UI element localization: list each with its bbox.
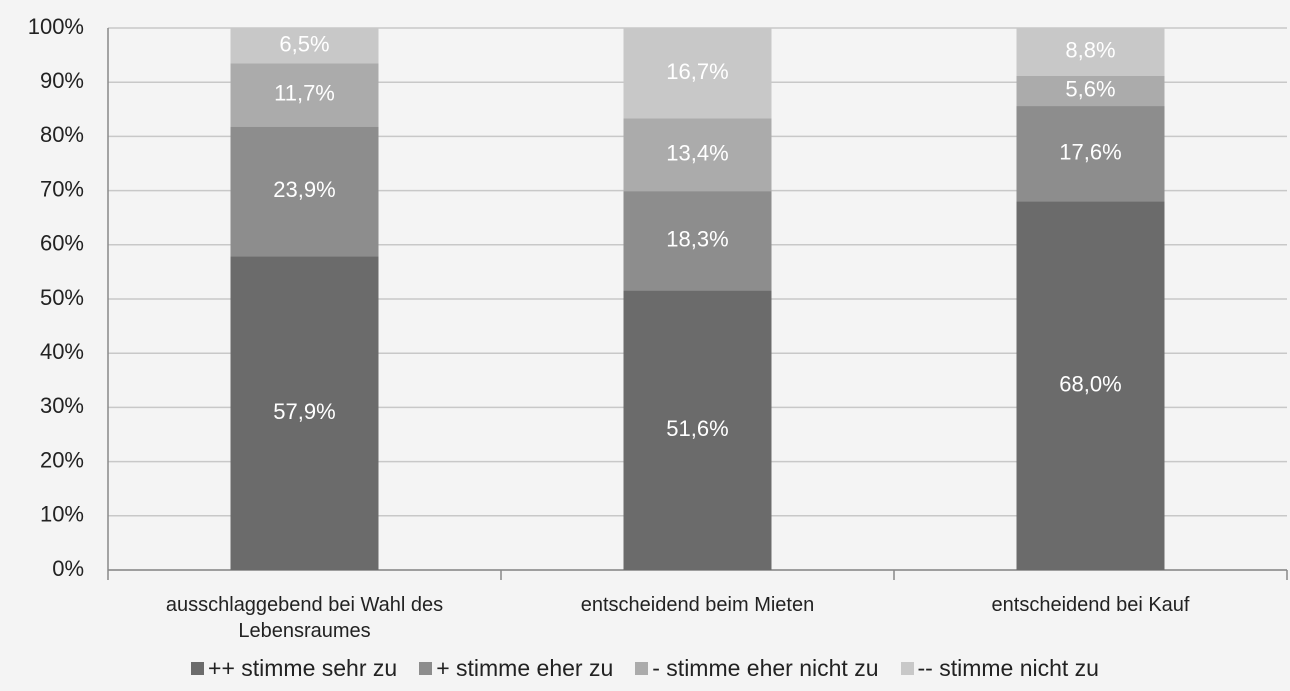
y-tick-label: 10% xyxy=(40,502,84,527)
bar-segment xyxy=(623,191,772,291)
data-label: 5,6% xyxy=(1065,77,1115,102)
legend-item: -- stimme nicht zu xyxy=(900,655,1099,682)
legend-swatch xyxy=(635,662,649,675)
legend-item: + stimme eher zu xyxy=(419,655,613,682)
bar-segment xyxy=(230,256,379,570)
bar-segment xyxy=(623,290,772,570)
data-label: 23,9% xyxy=(273,177,335,202)
legend-swatch xyxy=(900,662,914,675)
y-tick-label: 50% xyxy=(40,285,84,310)
y-tick-label: 70% xyxy=(40,176,84,201)
bar-segment xyxy=(1016,106,1165,202)
data-label: 68,0% xyxy=(1059,372,1121,397)
y-tick-label: 60% xyxy=(40,231,84,256)
data-label: 8,8% xyxy=(1065,38,1115,63)
y-tick-label: 80% xyxy=(40,122,84,147)
legend-label: -- stimme nicht zu xyxy=(917,655,1099,681)
y-tick-label: 30% xyxy=(40,393,84,418)
data-label: 13,4% xyxy=(666,141,728,166)
data-label: 17,6% xyxy=(1059,140,1121,165)
legend-swatch xyxy=(191,662,205,675)
legend-swatch xyxy=(419,662,433,675)
bar-segment xyxy=(230,63,379,127)
legend: ++ stimme sehr zu + stimme eher zu - stimm… xyxy=(0,655,1290,682)
data-label: 18,3% xyxy=(666,227,728,252)
y-tick-label: 0% xyxy=(52,556,84,581)
legend-label: ++ stimme sehr zu xyxy=(208,655,398,681)
legend-item: - stimme eher nicht zu xyxy=(635,655,879,682)
bar-segment xyxy=(1016,75,1165,107)
x-tick-label: entscheidend beim Mieten xyxy=(580,594,815,616)
y-tick-label: 90% xyxy=(40,68,84,93)
data-label: 51,6% xyxy=(666,416,728,441)
bar-segment xyxy=(623,28,772,119)
data-label: 16,7% xyxy=(666,59,728,84)
y-tick-label: 40% xyxy=(40,339,84,364)
bar-segment xyxy=(230,28,379,64)
data-label: 6,5% xyxy=(279,31,329,56)
bar-segment xyxy=(1016,201,1165,570)
bar-segment xyxy=(230,126,379,257)
data-label: 11,7% xyxy=(274,81,335,106)
x-tick-label: entscheidend bei Kauf xyxy=(991,594,1190,616)
x-tick-label: ausschlaggebend bei Wahl des Lebensraume… xyxy=(165,594,444,642)
y-tick-label: 100% xyxy=(28,14,84,39)
bar-segment xyxy=(623,118,772,192)
legend-item: ++ stimme sehr zu xyxy=(191,655,397,682)
data-label: 57,9% xyxy=(273,399,335,424)
legend-label: + stimme eher zu xyxy=(436,655,614,681)
legend-label: - stimme eher nicht zu xyxy=(652,655,879,681)
y-tick-label: 20% xyxy=(40,447,84,472)
bar-segment xyxy=(1016,28,1165,76)
